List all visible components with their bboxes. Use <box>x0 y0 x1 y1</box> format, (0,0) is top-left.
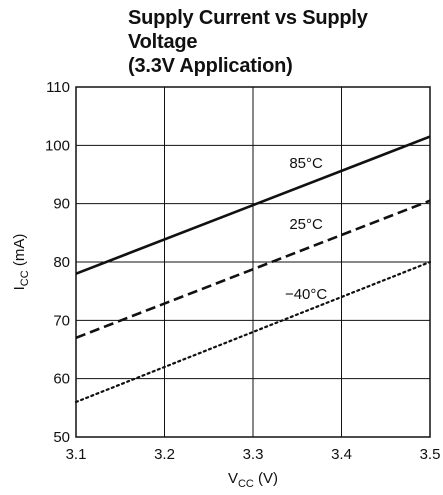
y-tick-label: 50 <box>53 429 70 446</box>
y-tick-label: 90 <box>53 196 70 213</box>
series-line-2 <box>74 260 432 404</box>
y-axis-title-main: I <box>11 286 28 290</box>
series-line-1 <box>75 199 431 340</box>
series-label-2: −40°C <box>285 286 327 303</box>
series-label-0: 85°C <box>289 155 323 172</box>
y-axis-title: ICC (mA) <box>11 234 31 291</box>
x-tick-label: 3.5 <box>420 446 441 463</box>
grid <box>76 87 430 437</box>
series-label-1: 25°C <box>289 216 323 233</box>
chart-title: Supply Current vs Supply Voltage (3.3V A… <box>128 7 368 77</box>
series-labels: 85°C 25°C −40°C <box>285 155 327 303</box>
y-axis-title-sub: CC <box>19 270 31 286</box>
y-tick-label: 60 <box>53 371 70 388</box>
y-axis-title-unit: (mA) <box>11 234 28 271</box>
tick-labels: 3.1 3.2 3.3 3.4 3.5 50 60 70 80 90 100 110 <box>45 79 440 463</box>
x-tick-label: 3.3 <box>243 446 264 463</box>
series-lines <box>74 135 432 404</box>
x-axis-title: VCC (V) <box>228 470 278 490</box>
y-tick-label: 100 <box>45 137 70 154</box>
series-line-0 <box>75 135 431 275</box>
y-tick-label: 110 <box>46 79 70 96</box>
x-tick-label: 3.4 <box>331 446 352 463</box>
plot-area-frame <box>75 86 431 438</box>
y-tick-label: 80 <box>53 254 70 271</box>
y-tick-label: 70 <box>53 312 70 329</box>
x-axis-title-unit: (V) <box>254 470 278 487</box>
x-axis-title-sub: CC <box>238 478 254 490</box>
x-tick-label: 3.1 <box>66 446 87 463</box>
x-axis-title-main: V <box>228 470 238 487</box>
x-tick-label: 3.2 <box>154 446 175 463</box>
